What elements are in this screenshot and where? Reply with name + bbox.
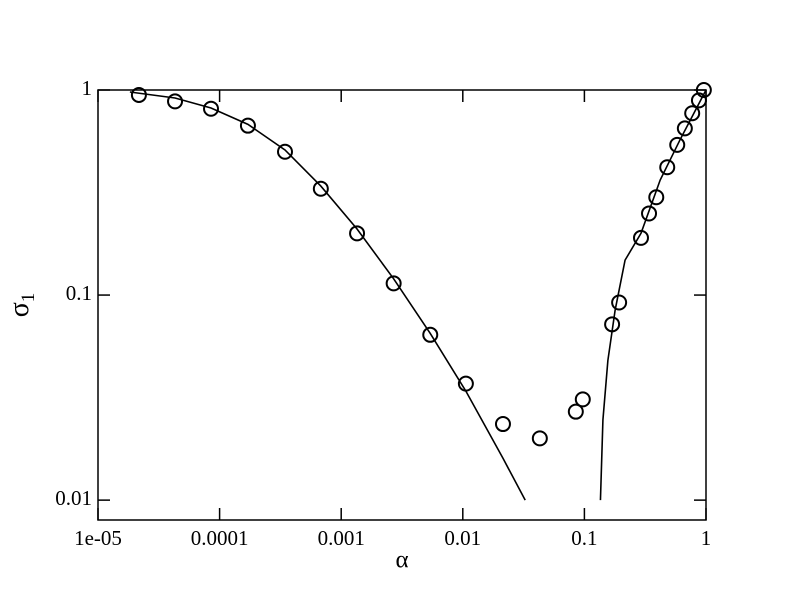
x-axis-label: α (395, 547, 408, 574)
data-point (690, 92, 707, 109)
x-tick-label: 1e-05 (74, 526, 122, 550)
y-tick-label: 0.01 (55, 486, 92, 510)
y-tick-label: 1 (82, 76, 93, 100)
data-point (695, 82, 712, 98)
data-point (632, 229, 649, 246)
y-tick-label: 0.1 (66, 281, 92, 305)
data-point (531, 430, 548, 447)
data-point (611, 294, 628, 311)
plot-frame (97, 89, 707, 521)
data-point (659, 159, 676, 176)
y-axis-label: σ1 (4, 293, 39, 318)
data-point (167, 93, 184, 110)
x-tick-label: 0.001 (318, 526, 365, 550)
data-point (574, 391, 591, 408)
y-axis-label-subscript: 1 (18, 293, 39, 303)
data-point (239, 117, 256, 134)
data-point (203, 100, 220, 117)
x-tick-label: 0.0001 (191, 526, 249, 550)
x-tick-label: 1 (701, 526, 712, 550)
data-line (599, 89, 707, 501)
data-point (669, 136, 686, 153)
data-point (676, 120, 693, 137)
data-point (276, 143, 293, 160)
data-line (129, 91, 526, 501)
x-tick-label: 0.01 (444, 526, 481, 550)
y-axis-label-main: σ (4, 302, 35, 317)
data-point (130, 86, 147, 103)
data-point (422, 326, 439, 343)
data-point (312, 180, 329, 197)
data-point (567, 403, 584, 420)
x-tick-label: 0.1 (571, 526, 597, 550)
data-point (385, 275, 402, 292)
data-point (349, 225, 366, 242)
data-point (684, 105, 701, 122)
data-point (494, 416, 511, 433)
data-point (641, 205, 658, 222)
